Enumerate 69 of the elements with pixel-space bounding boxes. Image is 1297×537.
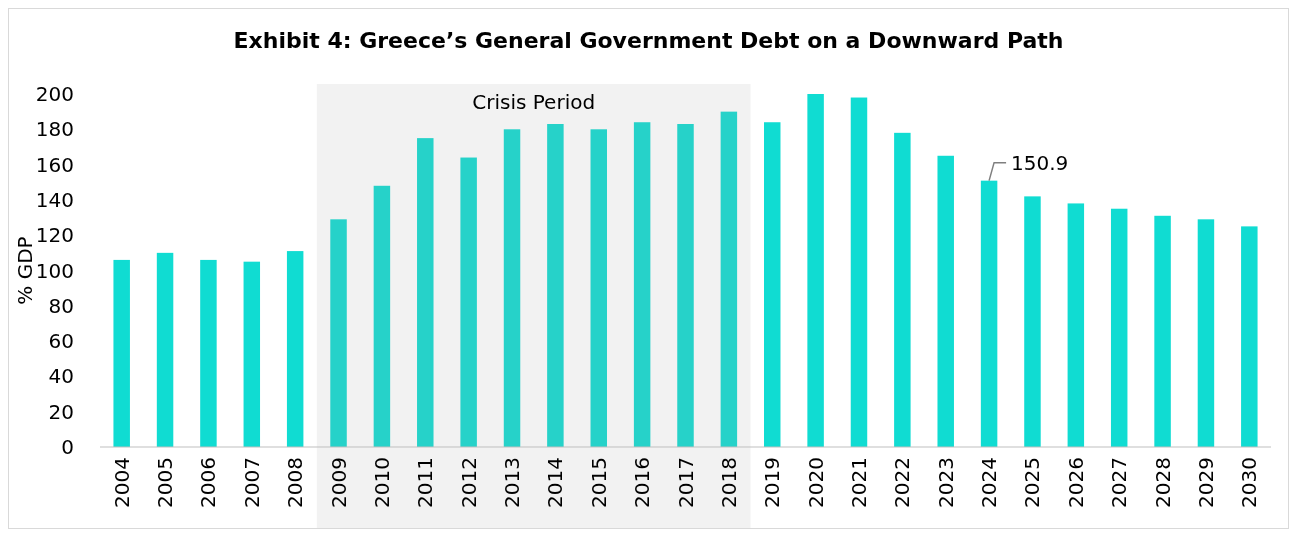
band-label: Crisis Period [472, 90, 596, 114]
y-tick-label: 40 [48, 364, 74, 389]
bar [1241, 226, 1258, 447]
x-tick-label: 2016 [630, 457, 655, 508]
x-tick-label: 2029 [1193, 457, 1218, 508]
x-tick-label: 2017 [673, 457, 698, 508]
x-tick-label: 2028 [1150, 457, 1175, 508]
bar [850, 97, 868, 447]
bar [200, 259, 217, 447]
x-tick-label: 2030 [1237, 457, 1262, 508]
bar [764, 122, 781, 447]
x-tick-label: 2026 [1063, 457, 1088, 508]
bar [633, 122, 651, 447]
x-tick-label: 2015 [586, 457, 611, 508]
bar [1197, 219, 1215, 447]
bar [373, 185, 391, 447]
bar [243, 261, 261, 447]
y-tick-label: 200 [35, 82, 74, 106]
x-tick-label: 2008 [283, 457, 308, 508]
bar [1154, 215, 1171, 447]
x-tick-label: 2012 [456, 457, 481, 508]
y-tick-label: 100 [35, 258, 74, 283]
y-tick-label: 0 [61, 435, 74, 459]
x-tick-label: 2007 [239, 457, 264, 508]
bar [1110, 208, 1128, 447]
bar [503, 129, 521, 447]
bar [113, 259, 130, 447]
x-tick-label: 2024 [977, 457, 1002, 508]
bar [720, 111, 738, 447]
bar [590, 129, 607, 447]
bar [1067, 203, 1085, 447]
x-tick-label: 2014 [543, 457, 568, 508]
x-tick-label: 2009 [326, 457, 351, 508]
bar [1024, 196, 1041, 447]
bar [286, 251, 304, 447]
x-tick-label: 2006 [196, 457, 221, 508]
y-tick-label: 80 [48, 293, 74, 318]
bar [677, 124, 694, 447]
data-label: 150.9 [1011, 150, 1069, 175]
bar [460, 157, 477, 447]
x-tick-label: 2013 [500, 457, 525, 508]
bar [417, 138, 434, 447]
x-tick-label: 2025 [1020, 457, 1045, 508]
bar [937, 155, 954, 447]
y-tick-label: 60 [48, 329, 74, 354]
x-tick-label: 2022 [890, 457, 915, 508]
y-tick-label: 180 [35, 117, 74, 142]
bar [330, 219, 347, 447]
x-tick-label: 2011 [413, 457, 438, 508]
chart-title: Exhibit 4: Greece’s General Government Debt on a Downward Path [233, 28, 1064, 53]
bar [547, 124, 564, 447]
x-tick-label: 2021 [846, 457, 871, 508]
x-tick-label: 2010 [369, 457, 394, 508]
y-tick-label: 160 [35, 152, 74, 177]
x-tick-label: 2004 [109, 457, 134, 508]
bar [156, 252, 174, 447]
x-tick-label: 2005 [153, 457, 178, 508]
bar [807, 94, 824, 447]
x-tick-label: 2027 [1107, 457, 1132, 508]
bar [980, 180, 998, 447]
x-tick-label: 2020 [803, 457, 828, 508]
y-tick-label: 20 [48, 399, 74, 424]
y-tick-label: 140 [35, 187, 74, 212]
y-axis-title: % GDP [13, 236, 37, 305]
bar [894, 132, 911, 447]
x-tick-label: 2023 [933, 457, 958, 508]
x-tick-label: 2019 [760, 457, 785, 508]
x-tick-label: 2018 [716, 457, 741, 508]
y-tick-label: 120 [35, 223, 74, 248]
